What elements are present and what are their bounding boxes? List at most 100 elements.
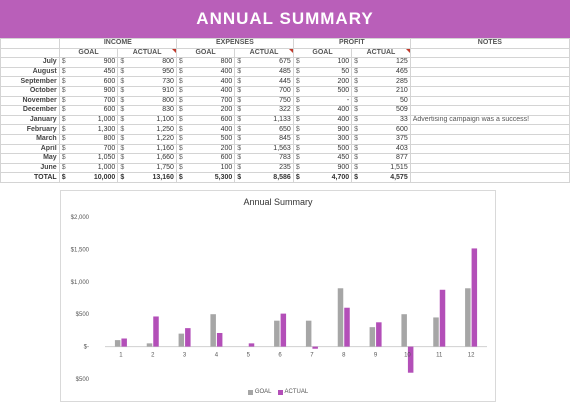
income-actual-cell[interactable]: 1,100	[126, 114, 177, 126]
blank-header-cell[interactable]	[0, 47, 60, 59]
currency-cell[interactable]: $	[58, 95, 68, 107]
currency-cell[interactable]: $	[292, 162, 302, 174]
profit-goal-cell[interactable]: 400	[301, 105, 353, 116]
currency-cell[interactable]: $	[175, 153, 185, 164]
exp-goal-cell[interactable]: 400	[184, 66, 236, 78]
profit-actual-cell[interactable]: 125	[360, 57, 411, 68]
income-goal-cell[interactable]: 1,300	[67, 124, 119, 135]
income-goal-cell[interactable]: 1,000	[67, 162, 119, 174]
income-goal-cell[interactable]: 700	[67, 95, 119, 107]
currency-cell[interactable]: $	[117, 57, 127, 68]
notes-header[interactable]: NOTES	[409, 38, 570, 49]
exp-actual-cell[interactable]: 783	[243, 153, 294, 164]
currency-cell[interactable]: $	[351, 57, 361, 68]
currency-cell[interactable]: $	[58, 57, 68, 68]
profit-actual-cell[interactable]: 403	[360, 143, 411, 155]
currency-cell[interactable]: $	[58, 172, 68, 183]
currency-cell[interactable]: $	[351, 124, 361, 135]
currency-cell[interactable]: $	[351, 85, 361, 97]
exp-goal-cell[interactable]: 200	[184, 143, 236, 155]
currency-cell[interactable]: $	[234, 76, 244, 87]
profit-actual-header[interactable]: ACTUAL	[351, 47, 411, 59]
exp-goal-cell[interactable]: 400	[184, 124, 236, 135]
month-cell[interactable]: December	[0, 105, 60, 116]
currency-cell[interactable]: $	[234, 114, 244, 126]
exp-goal-cell[interactable]: 400	[184, 85, 236, 97]
income-actual-header[interactable]: ACTUAL	[117, 47, 177, 59]
currency-cell[interactable]: $	[292, 153, 302, 164]
currency-cell[interactable]: $	[292, 133, 302, 145]
currency-cell[interactable]: $	[175, 133, 185, 145]
exp-goal-cell[interactable]: 600	[184, 153, 236, 164]
currency-cell[interactable]: $	[117, 66, 127, 78]
income-goal-cell[interactable]: 450	[67, 66, 119, 78]
currency-cell[interactable]: $	[117, 114, 127, 126]
currency-cell[interactable]: $	[117, 172, 127, 183]
income-goal-cell[interactable]: 800	[67, 133, 119, 145]
exp-goal-cell[interactable]: 600	[184, 114, 236, 126]
income-actual-cell[interactable]: 800	[126, 95, 177, 107]
profit-goal-cell[interactable]: 450	[301, 153, 353, 164]
note-cell[interactable]	[409, 162, 570, 174]
currency-cell[interactable]: $	[117, 162, 127, 174]
profit-actual-cell[interactable]: 285	[360, 76, 411, 87]
profit-actual-cell[interactable]: 1,515	[360, 162, 411, 174]
income-actual-cell[interactable]: 13,160	[126, 172, 177, 183]
currency-cell[interactable]: $	[175, 162, 185, 174]
currency-cell[interactable]: $	[234, 105, 244, 116]
expenses-actual-header[interactable]: ACTUAL	[234, 47, 294, 59]
currency-cell[interactable]: $	[58, 66, 68, 78]
currency-cell[interactable]: $	[351, 172, 361, 183]
profit-header[interactable]: PROFIT	[292, 38, 411, 49]
currency-cell[interactable]: $	[351, 95, 361, 107]
note-cell[interactable]	[409, 105, 570, 116]
profit-actual-cell[interactable]: 375	[360, 133, 411, 145]
currency-cell[interactable]: $	[292, 114, 302, 126]
exp-actual-cell[interactable]: 845	[243, 133, 294, 145]
income-goal-cell[interactable]: 700	[67, 143, 119, 155]
currency-cell[interactable]: $	[58, 76, 68, 87]
currency-cell[interactable]: $	[58, 85, 68, 97]
profit-actual-cell[interactable]: 465	[360, 66, 411, 78]
exp-goal-cell[interactable]: 400	[184, 76, 236, 87]
currency-cell[interactable]: $	[292, 76, 302, 87]
currency-cell[interactable]: $	[292, 143, 302, 155]
profit-goal-cell[interactable]: 100	[301, 57, 353, 68]
currency-cell[interactable]: $	[234, 143, 244, 155]
currency-cell[interactable]: $	[234, 172, 244, 183]
currency-cell[interactable]: $	[117, 76, 127, 87]
currency-cell[interactable]: $	[234, 133, 244, 145]
currency-cell[interactable]: $	[234, 66, 244, 78]
currency-cell[interactable]: $	[58, 105, 68, 116]
currency-cell[interactable]: $	[117, 95, 127, 107]
month-cell[interactable]: August	[0, 66, 60, 78]
income-goal-cell[interactable]: 600	[67, 105, 119, 116]
notes-blank-header[interactable]	[409, 47, 570, 59]
profit-actual-cell[interactable]: 509	[360, 105, 411, 116]
currency-cell[interactable]: $	[175, 57, 185, 68]
profit-goal-cell[interactable]: 900	[301, 124, 353, 135]
exp-actual-cell[interactable]: 675	[243, 57, 294, 68]
currency-cell[interactable]: $	[351, 66, 361, 78]
currency-cell[interactable]: $	[175, 143, 185, 155]
profit-actual-cell[interactable]: 33	[360, 114, 411, 126]
profit-goal-cell[interactable]: 300	[301, 133, 353, 145]
profit-goal-cell[interactable]: -	[301, 95, 353, 107]
exp-goal-cell[interactable]: 800	[184, 57, 236, 68]
currency-cell[interactable]: $	[351, 114, 361, 126]
exp-actual-cell[interactable]: 1,133	[243, 114, 294, 126]
currency-cell[interactable]: $	[351, 133, 361, 145]
exp-goal-cell[interactable]: 200	[184, 105, 236, 116]
income-header[interactable]: INCOME	[58, 38, 177, 49]
currency-cell[interactable]: $	[117, 153, 127, 164]
currency-cell[interactable]: $	[175, 85, 185, 97]
month-cell[interactable]: September	[0, 76, 60, 87]
currency-cell[interactable]: $	[117, 133, 127, 145]
profit-goal-cell[interactable]: 200	[301, 76, 353, 87]
income-actual-cell[interactable]: 1,750	[126, 162, 177, 174]
currency-cell[interactable]: $	[292, 172, 302, 183]
income-actual-cell[interactable]: 1,220	[126, 133, 177, 145]
income-actual-cell[interactable]: 950	[126, 66, 177, 78]
month-cell[interactable]: May	[0, 153, 60, 164]
currency-cell[interactable]: $	[292, 95, 302, 107]
